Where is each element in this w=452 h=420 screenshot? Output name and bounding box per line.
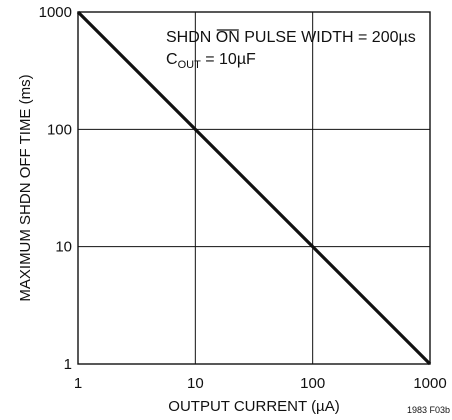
y-tick-label: 10 <box>55 239 72 256</box>
annotation-pulse-text: PULSE WIDTH = 200µs <box>240 29 416 46</box>
y-tick-labels: 1 10 100 1000 <box>39 4 72 373</box>
y-tick-label: 1000 <box>39 4 72 21</box>
series-line <box>76 10 432 366</box>
annotation-cout-value: = 10µF <box>201 51 256 68</box>
x-tick-label: 10 <box>187 375 204 392</box>
annotation-cout-c: C <box>166 51 178 68</box>
x-axis-label: OUTPUT CURRENT (µA) <box>168 398 339 415</box>
x-tick-labels: 1 10 100 1000 <box>74 375 447 392</box>
grid-lines <box>78 12 430 364</box>
annotation-on-overline: ON <box>216 29 240 46</box>
annotation-pulse-width: SHDN ON PULSE WIDTH = 200µs <box>166 29 416 46</box>
series-group <box>76 10 432 366</box>
x-tick-label: 1 <box>74 375 82 392</box>
figure-code: 1983 F03b <box>407 405 450 415</box>
x-tick-label: 100 <box>300 375 325 392</box>
annotation-shdn: SHDN <box>166 29 216 46</box>
y-axis-label: MAXIMUM SHDN OFF TIME (ms) <box>17 74 34 301</box>
annotation-cout: COUT = 10µF <box>166 51 256 71</box>
x-tick-label: 1000 <box>413 375 446 392</box>
y-tick-label: 1 <box>64 356 72 373</box>
annotation-cout-sub: OUT <box>178 59 202 71</box>
y-tick-label: 100 <box>47 121 72 138</box>
plot-frame <box>77 11 431 365</box>
